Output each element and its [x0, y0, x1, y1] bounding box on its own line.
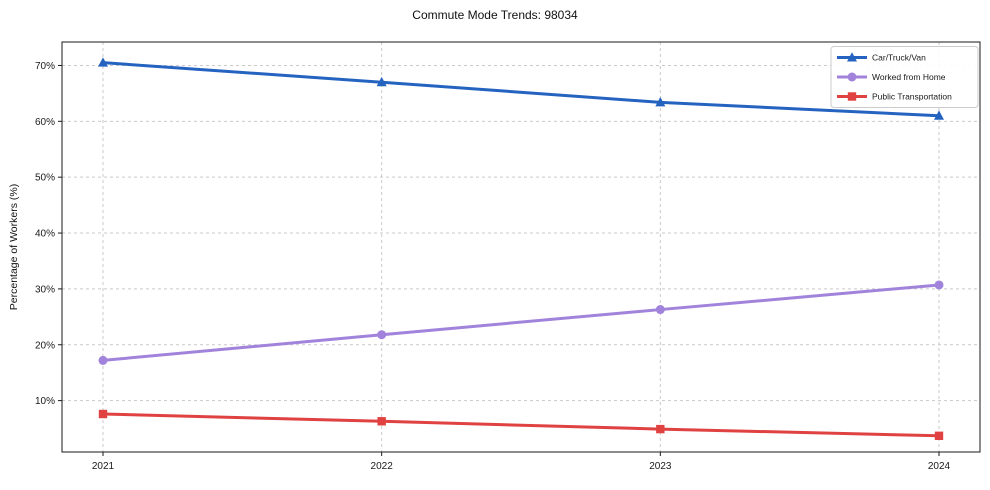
- y-tick-label: 40%: [35, 229, 55, 240]
- series-line: [101, 61, 941, 118]
- data-point-marker: [656, 424, 665, 434]
- legend-label: Worked from Home: [872, 72, 946, 82]
- data-point-marker: [655, 97, 666, 107]
- axes-box: [61, 41, 981, 453]
- y-tick-label: 70%: [35, 61, 55, 72]
- data-point-marker: [98, 355, 108, 365]
- data-point-marker: [98, 57, 108, 67]
- x-tick-label: 2023: [649, 461, 672, 472]
- legend-label: Public Transportation: [872, 92, 952, 102]
- y-tick-label: 60%: [35, 117, 55, 128]
- y-tick-label: 50%: [35, 173, 55, 184]
- y-tick-label: 10%: [35, 396, 55, 407]
- legend-swatch-marker: [847, 92, 857, 101]
- chart-title: Commute Mode Trends: 98034: [412, 8, 578, 22]
- data-point-marker: [98, 409, 108, 419]
- data-point-marker: [376, 76, 387, 87]
- series-line: [101, 412, 941, 438]
- x-tick-label: 2024: [928, 461, 951, 472]
- legend-label: Car/Truck/Van: [872, 53, 926, 63]
- legend-box: [830, 46, 979, 108]
- series-line: [101, 283, 941, 362]
- data-point-marker: [934, 431, 944, 441]
- x-tick-label: 2021: [92, 461, 115, 472]
- y-tick-label: 20%: [35, 340, 55, 351]
- legend-swatch-marker: [847, 52, 857, 62]
- data-point-marker: [377, 330, 387, 340]
- data-point-marker: [934, 110, 944, 120]
- data-point-marker: [655, 305, 665, 315]
- data-point-marker: [934, 280, 944, 290]
- x-tick-label: 2022: [371, 461, 394, 472]
- y-tick-label: 30%: [35, 284, 55, 295]
- data-point-marker: [377, 417, 386, 426]
- legend-swatch-marker: [847, 72, 857, 82]
